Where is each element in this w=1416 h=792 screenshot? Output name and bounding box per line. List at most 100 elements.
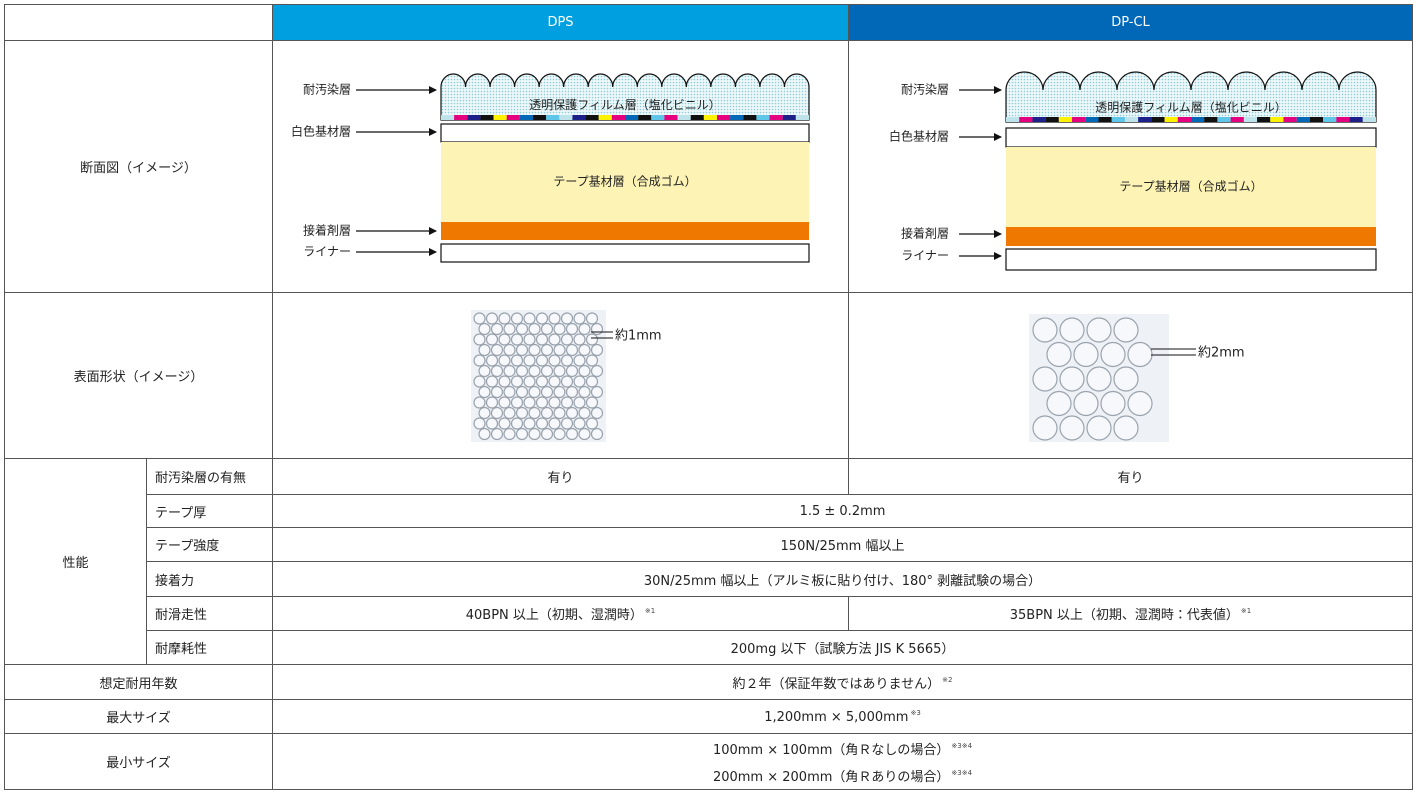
liner-layer bbox=[1005, 247, 1377, 271]
callout-label: ライナー bbox=[901, 248, 949, 262]
texture-circle bbox=[548, 353, 561, 367]
ink-segment bbox=[480, 114, 494, 120]
texture-circle bbox=[578, 322, 591, 335]
texture-circle bbox=[553, 406, 566, 419]
value-cell: 40BPN 以上（初期、湿潤時） ※1 bbox=[272, 596, 849, 631]
perf-row: 性能 耐汚染層の有無 有り 有り bbox=[4, 458, 1413, 665]
footnote-mark: ※2 bbox=[942, 675, 953, 684]
cross-section-diagram: 透明保護フィルム層（塩化ビニル） テープ基材層（合成ゴム） 耐汚染層白色基材層接着剤… bbox=[291, 72, 810, 263]
sub-label: 耐汚染層の有無 bbox=[146, 458, 273, 495]
value-text: 約２年（保証年数ではありません） bbox=[732, 676, 941, 692]
texture-circle bbox=[585, 395, 599, 409]
surface-cell: 約1mm bbox=[272, 292, 849, 459]
texture-circle bbox=[1100, 390, 1126, 416]
antifouling-layer bbox=[1005, 70, 1377, 123]
ink-segment bbox=[1032, 116, 1046, 122]
texture-circle bbox=[473, 395, 486, 409]
ink-segment bbox=[454, 114, 468, 120]
texture-circle bbox=[503, 427, 516, 440]
adhesive-layer bbox=[441, 221, 809, 240]
callout-label: 白色基材層 bbox=[889, 128, 949, 143]
row-label: 最大サイズ bbox=[4, 699, 273, 734]
diagram-cell: 透明保護フィルム層（塩化ビニル） テープ基材層（合成ゴム） 耐汚染層 白色基材層 接着剤… bbox=[272, 40, 849, 293]
texture-circle bbox=[485, 416, 499, 430]
texture-circle bbox=[535, 395, 549, 409]
white-base-layer bbox=[1005, 126, 1377, 148]
texture-circle bbox=[1127, 390, 1153, 416]
ink-segment bbox=[546, 114, 560, 120]
texture-circle bbox=[535, 353, 549, 367]
texture-circle bbox=[478, 406, 491, 419]
value-text: 100mm × 100mm（角Ｒなしの場合） bbox=[712, 742, 950, 758]
texture-circle bbox=[553, 343, 566, 356]
tbody: DPS DP-CL 断面図（イメージ） 透明保護フィルム層（塩化ビニル） テープ基… bbox=[4, 4, 1413, 790]
texture-circle bbox=[1059, 414, 1085, 441]
sub-label: 接着力 bbox=[146, 561, 273, 597]
texture-circle bbox=[523, 395, 536, 409]
texture-circle bbox=[590, 322, 604, 335]
surface-image: 約1mm bbox=[471, 309, 662, 442]
texture-circle bbox=[523, 311, 536, 325]
white-base-layer bbox=[440, 122, 810, 143]
texture-circle bbox=[490, 364, 504, 377]
texture-circle bbox=[528, 406, 541, 419]
texture-circle bbox=[585, 353, 599, 367]
callout-label: 接着剤層 bbox=[901, 225, 949, 240]
texture-circle bbox=[478, 385, 491, 398]
ink-segment bbox=[1006, 116, 1020, 122]
texture-circle bbox=[578, 343, 591, 356]
texture-circle bbox=[553, 385, 566, 398]
ink-segment bbox=[506, 114, 520, 120]
ink-segment bbox=[519, 114, 533, 120]
lifetime-row: 想定耐用年数 約２年（保証年数ではありません） ※2 bbox=[4, 664, 1413, 700]
texture-circle bbox=[503, 364, 516, 377]
texture-circle bbox=[498, 416, 511, 430]
surface-image: 約2mm bbox=[1029, 313, 1245, 442]
texture-circle bbox=[485, 311, 499, 325]
footnote-mark: ※3※4 bbox=[951, 768, 973, 777]
texture-circle bbox=[473, 353, 486, 367]
ink-segment bbox=[559, 114, 573, 120]
cross-section-diagram: 透明保護フィルム層（塩化ビニル） テープ基材層（合成ゴム） 耐汚染層白色基材層接着剤… bbox=[889, 70, 1377, 271]
texture-circle bbox=[548, 311, 561, 325]
sub-label: テープ強度 bbox=[146, 527, 273, 562]
texture-circle bbox=[478, 427, 491, 440]
texture-circle bbox=[528, 322, 541, 335]
ink-segment bbox=[782, 114, 796, 120]
texture-circle bbox=[578, 364, 591, 377]
texture-circle bbox=[485, 332, 499, 346]
texture-circle bbox=[515, 427, 529, 440]
value-cell: 1,200mm × 5,000mm ※3 bbox=[272, 699, 1413, 734]
texture-circle bbox=[540, 322, 554, 335]
sub-label: テープ厚 bbox=[146, 494, 273, 528]
texture-circle bbox=[528, 427, 541, 440]
ink-segment bbox=[1270, 116, 1284, 122]
ink-segment bbox=[1309, 116, 1324, 122]
texture-circle bbox=[1100, 341, 1126, 367]
texture-circle bbox=[1059, 316, 1085, 343]
ink-segment bbox=[1177, 116, 1191, 122]
texture-circle bbox=[573, 416, 586, 430]
texture-circle bbox=[503, 322, 516, 335]
ink-segment bbox=[1138, 116, 1152, 122]
diagram-cell: 透明保護フィルム層（塩化ビニル） テープ基材層（合成ゴム） 耐汚染層 白色基材層 接着剤… bbox=[848, 40, 1413, 293]
texture-circle bbox=[498, 311, 511, 325]
ink-segment bbox=[1164, 116, 1178, 122]
texture-circle bbox=[485, 374, 499, 388]
texture-circle bbox=[590, 364, 604, 377]
texture-circle bbox=[573, 395, 586, 409]
texture-circle bbox=[473, 311, 486, 325]
ink-segment bbox=[1296, 116, 1310, 122]
perf-row: 耐滑走性 40BPN 以上（初期、湿潤時） ※1 35BPN 以上（初期、湿潤時：… bbox=[5, 596, 1413, 631]
texture-circle bbox=[535, 311, 549, 325]
value-line: 100mm × 100mm（角Ｒなしの場合） ※3※4 bbox=[273, 735, 1412, 762]
value-cell: 有り bbox=[272, 458, 849, 495]
texture-circle bbox=[573, 332, 586, 346]
value-line: 200mm × 200mm（角Ｒありの場合） ※3※4 bbox=[273, 762, 1412, 789]
texture-circle bbox=[498, 332, 511, 346]
texture-circle bbox=[590, 385, 604, 398]
texture-circle bbox=[523, 332, 536, 346]
texture-circle bbox=[478, 364, 491, 377]
